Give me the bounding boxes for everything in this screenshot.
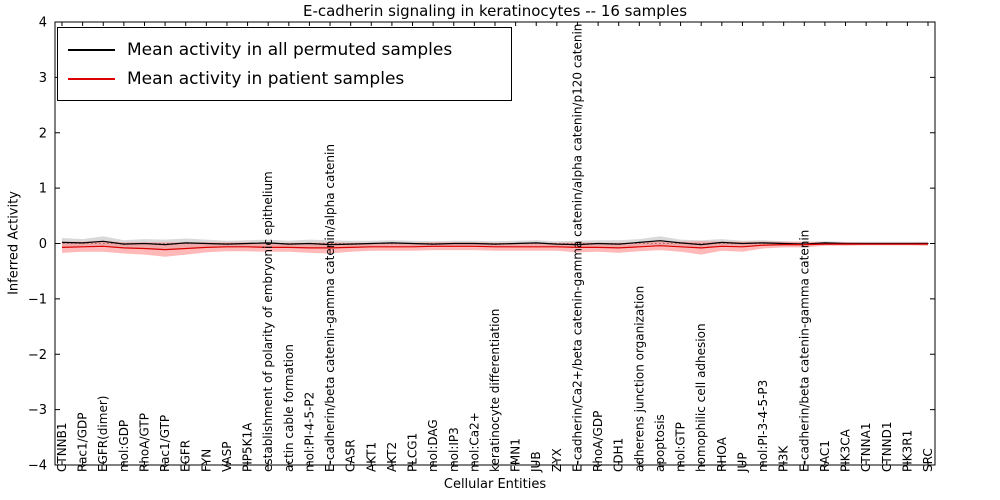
legend-label-patient: Mean activity in patient samples (127, 68, 405, 89)
x-tick-label: Rac1/GTP (158, 415, 172, 472)
x-tick-label: CTNND1 (880, 421, 894, 472)
legend-item-patient: Mean activity in patient samples (68, 64, 501, 93)
x-tick-label: CTNNB1 (55, 422, 69, 472)
x-tick-label: EGFR(dimer) (96, 396, 110, 472)
y-tick-label: −2 (28, 348, 47, 363)
y-tick-label: 4 (39, 16, 47, 31)
x-tick-label: ZYX (550, 448, 564, 472)
x-tick-label: EGFR (179, 440, 193, 472)
legend-item-permuted: Mean activity in all permuted samples (68, 35, 501, 64)
x-tick-label: SRC (921, 448, 935, 472)
x-tick-label: PIK3CA (839, 428, 853, 472)
x-axis-label: Cellular Entities (443, 477, 547, 492)
x-tick-label: mol:PI-3-4-5-P3 (756, 380, 770, 472)
x-tick-label: E-cadherin/beta catenin-gamma catenin/al… (323, 144, 337, 472)
x-tick-label: mol:PI-4-5-P2 (302, 392, 316, 472)
x-tick-label: apoptosis (653, 414, 667, 472)
chart-title: E-cadherin signaling in keratinocytes --… (302, 2, 688, 20)
x-tick-label: CTNNA1 (859, 422, 873, 472)
x-tick-label: JUB (529, 451, 543, 473)
x-tick-label: RAC1 (818, 440, 832, 472)
x-tick-label: AKT2 (385, 442, 399, 472)
permuted-line (61, 240, 928, 246)
x-tick-label: FMN1 (509, 438, 523, 472)
x-tick-label: PIP5K1A (241, 422, 255, 472)
y-tick-label: 2 (39, 126, 47, 141)
x-tick-label: mol:GDP (117, 420, 131, 472)
x-tick-label: CASR (344, 439, 358, 472)
y-tick-label: −1 (28, 292, 47, 307)
x-tick-label: mol:DAG (426, 419, 440, 472)
x-tick-label: establishment of polarity of embryonic e… (261, 171, 275, 472)
x-tick-label: VASP (220, 441, 234, 472)
x-tick-label: keratinocyte differentiation (488, 309, 502, 472)
y-tick-label: −4 (28, 459, 47, 474)
x-tick-label: Rac1/GDP (76, 413, 90, 472)
patient-line-swatch (68, 77, 115, 80)
x-tick-label: PI3K (777, 445, 791, 472)
x-tick-label: RHOA (715, 436, 729, 472)
permuted-line-swatch (68, 48, 115, 51)
patient-band (62, 240, 928, 257)
x-tick-label: homophilic cell adhesion (694, 323, 708, 472)
x-tick-label: RhoA/GDP (591, 411, 605, 472)
x-tick-label: PLCG1 (406, 433, 420, 472)
x-tick-label: E-cadherin/Ca2+/beta catenin-gamma caten… (570, 24, 584, 472)
y-tick-label: 3 (39, 71, 47, 86)
x-tick-label: actin cable formation (282, 344, 296, 472)
legend-label-permuted: Mean activity in all permuted samples (127, 39, 453, 60)
x-tick-label: mol:GTP (674, 422, 688, 472)
x-tick-label: mol:Ca2+ (467, 412, 481, 472)
y-tick-label: −3 (28, 403, 47, 418)
x-tick-label: mol:IP3 (447, 427, 461, 472)
x-tick-label: FYN (199, 449, 213, 472)
x-tick-label: adherens junction organization (632, 286, 646, 472)
x-tick-label: E-cadherin/beta catenin-gamma catenin (797, 230, 811, 472)
legend: Mean activity in all permuted samples Me… (57, 27, 512, 101)
x-tick-label: PIK3R1 (900, 430, 914, 472)
patient-line (61, 243, 928, 251)
y-tick-label: 1 (39, 182, 47, 197)
x-tick-label: JUP (735, 452, 749, 473)
x-tick-label: CDH1 (612, 438, 626, 472)
x-tick-label: RhoA/GTP (137, 413, 151, 472)
y-tick-label: 0 (39, 237, 47, 252)
x-tick-label: AKT1 (364, 442, 378, 472)
